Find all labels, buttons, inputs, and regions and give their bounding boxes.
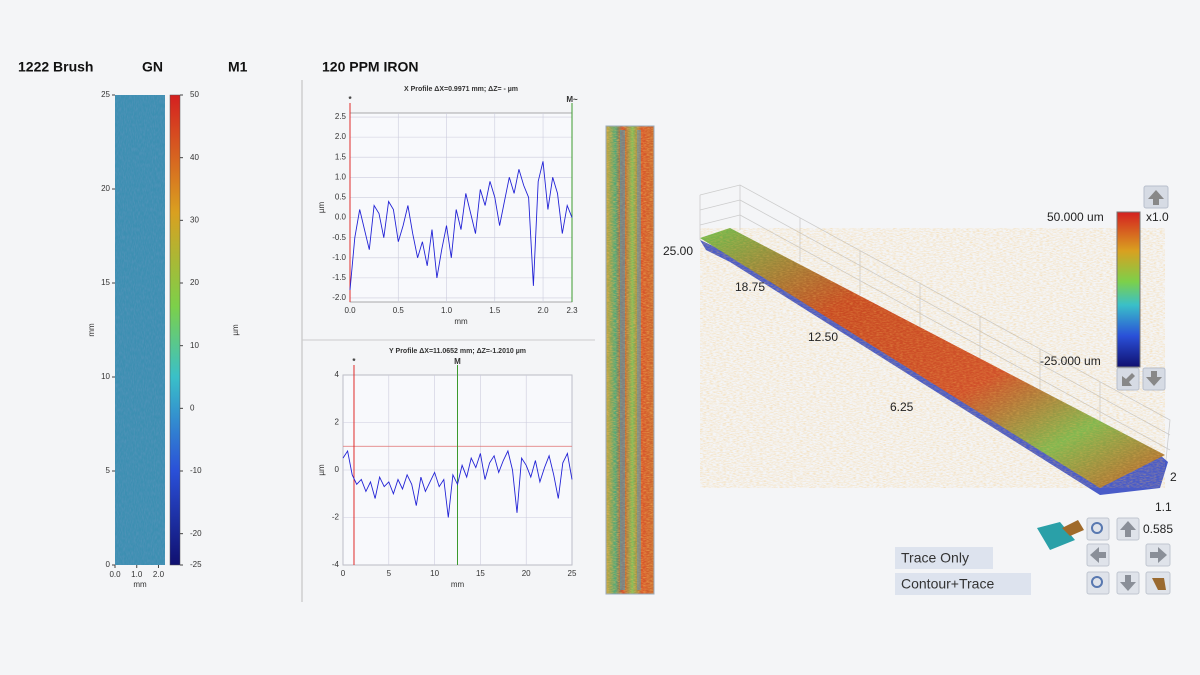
x-tick-label: 5 [387, 569, 392, 578]
y-tick-label: 2.0 [335, 132, 347, 141]
axis-3d-label: 18.75 [735, 280, 765, 294]
x-tick-label: 0.0 [344, 306, 356, 315]
y-tick-label: 5 [106, 466, 111, 475]
colorbar-tick-label: 50 [190, 90, 199, 99]
code-label: GN [142, 59, 163, 75]
contour-trace-label[interactable]: Contour+Trace [901, 576, 994, 592]
x-tick-label: 1.0 [441, 306, 453, 315]
x-tick-label: 20 [522, 569, 531, 578]
y-axis-label: µm [317, 464, 326, 476]
scale-max: 50.000 um [1047, 210, 1104, 224]
y-axis-label: mm [87, 323, 96, 337]
x-tick-label: 2.0 [537, 306, 549, 315]
plot-area [349, 112, 573, 303]
axis-3d-label: 6.25 [890, 400, 914, 414]
x-tick-label: 15 [476, 569, 485, 578]
y-tick-label: 15 [101, 278, 110, 287]
trace-only-button[interactable] [895, 547, 993, 569]
axis-3d-label: 1.1 [1155, 500, 1172, 514]
colorbar-tick-label: -20 [190, 529, 202, 538]
solution-label: 120 PPM IRON [322, 59, 418, 75]
x-tick-label: 25 [568, 569, 577, 578]
x-tick-label: 2.3 [566, 306, 578, 315]
colorbar-tick-label: -25 [190, 560, 202, 569]
y-tick-label: 0 [335, 465, 340, 474]
profile-line [342, 449, 573, 518]
cursor-label: M [454, 357, 461, 366]
scale-bar [1116, 211, 1141, 368]
x-axis-label: mm [451, 580, 465, 589]
nav-icons [1090, 521, 1167, 591]
y-tick-label: 0 [106, 560, 111, 569]
y-tick-label: 2 [335, 418, 340, 427]
zoom-label: x1.0 [1146, 210, 1169, 224]
axis-3d-label: 0.585 [1143, 522, 1173, 536]
height-map-texture [115, 95, 165, 565]
y-tick-label: 1.5 [335, 152, 347, 161]
strip-texture [606, 126, 654, 594]
y-tick-label: 10 [101, 372, 110, 381]
y-axis-label: µm [317, 202, 326, 214]
y-tick-label: 20 [101, 184, 110, 193]
y-tick-label: 4 [335, 370, 340, 379]
y-tick-label: 0.0 [335, 213, 347, 222]
colorbar [169, 94, 181, 566]
colorbar-tick-label: 20 [190, 278, 199, 287]
x-tick-label: 2.0 [153, 570, 165, 579]
surface-texture [700, 228, 1165, 488]
x-tick-label: 0.5 [393, 306, 405, 315]
strip-frame [605, 125, 655, 595]
colorbar-tick-label: 40 [190, 153, 199, 162]
colorbar-tick-label: -10 [190, 466, 202, 475]
scale-min: -25.000 um [1040, 354, 1101, 368]
strip-streak [620, 130, 625, 590]
y-tick-label: -0.5 [332, 233, 346, 242]
y-tick-label: -2 [332, 513, 340, 522]
cursor-label: * [352, 357, 356, 366]
strip-streak [637, 130, 641, 590]
profile-line [349, 161, 573, 290]
y-tick-label: 2.5 [335, 112, 347, 121]
y-tick-label: -1.5 [332, 273, 346, 282]
sample-label: 1222 Brush [18, 59, 93, 75]
cursor-label: M~ [566, 95, 578, 104]
x-tick-label: 0.0 [109, 570, 121, 579]
y-tick-label: -2.0 [332, 293, 346, 302]
colorbar-label: µm [231, 324, 240, 336]
y-tick-label: 0.5 [335, 193, 347, 202]
y-tick-label: -1.0 [332, 253, 346, 262]
chart-title: Y Profile ΔX=11.0652 mm; ΔZ=-1.2010 µm [389, 348, 526, 355]
axis-3d-label: 25.00 [663, 244, 693, 258]
y-tick-label: -4 [332, 560, 340, 569]
y-tick-label: 25 [101, 90, 110, 99]
x-tick-label: 10 [430, 569, 439, 578]
mark-label: M1 [228, 59, 248, 75]
rotate-icon[interactable] [1062, 520, 1084, 536]
x-tick-label: 0 [341, 569, 346, 578]
x-axis-label: mm [454, 317, 468, 326]
chart-title: X Profile ΔX=0.9971 mm; ΔZ= - µm [404, 86, 518, 93]
x-tick-label: 1.5 [489, 306, 501, 315]
axis-3d-label: 2 [1170, 470, 1177, 484]
contour-trace-button[interactable] [895, 573, 1031, 595]
y-tick-label: 1.0 [335, 172, 347, 181]
arrow-icons [1122, 190, 1164, 386]
colorbar-tick-label: 0 [190, 403, 195, 412]
colorbar-tick-label: 10 [190, 341, 199, 350]
trace-only-label[interactable]: Trace Only [901, 550, 969, 566]
axis-3d-label: 12.50 [808, 330, 838, 344]
box-grid [699, 184, 1171, 471]
x-axis-label: mm [133, 580, 147, 589]
colorbar-tick-label: 30 [190, 215, 199, 224]
x-tick-label: 1.0 [131, 570, 143, 579]
cursor-label: * [348, 95, 352, 104]
